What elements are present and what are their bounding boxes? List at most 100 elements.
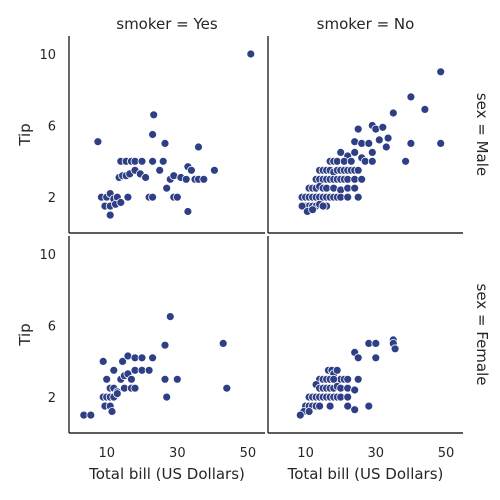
data-point xyxy=(350,385,360,395)
data-point xyxy=(86,410,96,420)
data-point xyxy=(343,192,353,202)
data-point xyxy=(137,156,147,166)
panels-group: 2 6 10 Tip smoker = Yes smoker = No sex = Male… xyxy=(16,15,491,483)
data-point xyxy=(98,356,108,366)
row-title: sex = Male xyxy=(473,93,491,176)
data-point xyxy=(149,110,159,120)
data-point xyxy=(160,374,170,384)
data-point xyxy=(343,401,353,411)
data-point xyxy=(137,353,147,363)
data-point xyxy=(364,401,374,411)
x-tick-label: 30 xyxy=(169,446,186,461)
data-point xyxy=(374,135,384,145)
data-point xyxy=(353,165,363,175)
data-point xyxy=(378,122,388,132)
data-point xyxy=(222,383,232,393)
y-tick-label: 6 xyxy=(48,120,56,135)
data-point xyxy=(401,156,411,166)
data-point xyxy=(144,365,154,375)
data-point xyxy=(325,401,335,411)
data-point xyxy=(295,410,305,420)
data-point xyxy=(297,201,307,211)
y-tick-label: 2 xyxy=(48,191,56,206)
y-tick-label: 6 xyxy=(48,320,56,335)
data-point xyxy=(105,210,115,220)
data-point xyxy=(329,374,339,384)
data-point xyxy=(353,353,363,363)
data-point xyxy=(158,156,168,166)
data-point xyxy=(181,174,191,184)
data-point xyxy=(160,340,170,350)
data-point xyxy=(194,142,203,152)
y-axis-label: Tip xyxy=(16,323,34,346)
data-point xyxy=(107,407,117,416)
data-point xyxy=(388,108,398,118)
data-point xyxy=(183,207,193,216)
data-point xyxy=(141,173,151,182)
data-point xyxy=(406,92,416,102)
data-point xyxy=(155,165,165,175)
data-point xyxy=(332,365,342,375)
data-point xyxy=(371,338,381,348)
panel-female-nonsmoker xyxy=(267,236,463,434)
data-point xyxy=(353,124,363,134)
column-title: smoker = No xyxy=(317,15,415,33)
data-point xyxy=(148,192,158,202)
data-point xyxy=(148,353,158,363)
y-tick-label: 2 xyxy=(48,391,56,406)
data-point xyxy=(102,374,112,384)
data-point xyxy=(390,344,400,354)
data-point xyxy=(367,156,377,166)
data-point xyxy=(209,165,219,175)
data-point xyxy=(93,137,103,147)
data-point xyxy=(116,198,126,207)
data-point xyxy=(246,49,256,59)
data-point xyxy=(169,171,179,181)
data-point xyxy=(130,383,140,393)
panel-female-smoker xyxy=(68,236,265,434)
data-point xyxy=(308,205,318,215)
column-title: smoker = Yes xyxy=(116,15,218,33)
data-point xyxy=(112,389,122,399)
x-tick-label: 10 xyxy=(98,446,115,461)
data-point xyxy=(343,374,353,384)
data-point xyxy=(123,351,133,361)
x-tick-label: 30 xyxy=(368,446,385,461)
data-point xyxy=(420,105,430,114)
data-point xyxy=(109,365,119,375)
data-point xyxy=(304,407,314,416)
y-axis-label: Tip xyxy=(16,123,34,146)
data-point xyxy=(350,405,360,415)
data-point xyxy=(165,312,175,322)
data-point xyxy=(172,374,182,384)
x-tick-label: 10 xyxy=(297,446,314,461)
x-tick-label: 50 xyxy=(240,446,257,461)
data-point xyxy=(353,192,363,202)
data-point xyxy=(315,401,325,411)
data-point xyxy=(118,356,127,366)
data-point xyxy=(160,138,170,148)
data-point xyxy=(367,147,377,157)
x-tick-label: 50 xyxy=(438,446,455,461)
data-point xyxy=(123,192,133,202)
data-point xyxy=(371,353,381,363)
data-point xyxy=(350,183,360,193)
data-point xyxy=(381,142,391,152)
data-point xyxy=(318,201,328,211)
data-point xyxy=(199,174,209,184)
data-point xyxy=(406,138,416,148)
data-point xyxy=(383,133,393,143)
data-point xyxy=(218,338,228,348)
data-point xyxy=(436,138,446,148)
data-point xyxy=(336,147,346,157)
data-point xyxy=(126,374,136,384)
data-point xyxy=(162,392,172,402)
data-point xyxy=(357,174,367,184)
data-point xyxy=(364,138,374,148)
y-tick-label: 10 xyxy=(39,248,56,263)
data-point xyxy=(172,192,182,202)
data-point xyxy=(346,156,356,166)
data-point xyxy=(148,156,158,166)
data-point xyxy=(350,147,360,157)
data-point xyxy=(186,165,196,175)
